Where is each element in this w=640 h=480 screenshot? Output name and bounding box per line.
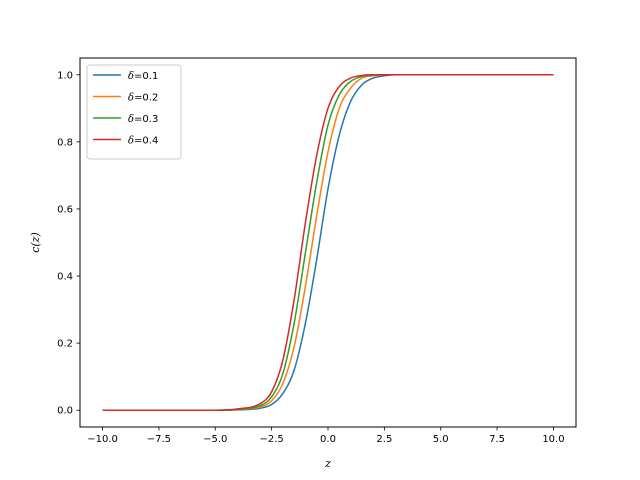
x-tick-label: 7.5 xyxy=(489,434,505,445)
x-tick-label: −5.0 xyxy=(203,434,227,445)
legend-label: δ=0.2 xyxy=(128,93,158,104)
series-lines xyxy=(102,74,554,411)
x-axis-label: z xyxy=(324,457,331,470)
y-tick-label: 1.0 xyxy=(57,70,73,81)
y-tick-label: 0.2 xyxy=(57,339,73,350)
x-tick-label: −2.5 xyxy=(259,434,283,445)
series-line-4 xyxy=(102,74,554,411)
legend: δ=0.1 δ=0.2 δ=0.3 δ=0.4 xyxy=(86,64,182,160)
x-tick-label: 5.0 xyxy=(433,434,449,445)
x-tick-label: −10.0 xyxy=(87,434,118,445)
x-tick-label: −7.5 xyxy=(147,434,171,445)
legend-label: δ=0.1 xyxy=(128,71,158,82)
y-axis-label: c(z) xyxy=(29,232,42,253)
y-tick-label: 0.6 xyxy=(57,204,73,215)
legend-label: δ=0.3 xyxy=(128,114,158,125)
x-tick-label: 0.0 xyxy=(320,434,336,445)
y-tick-label: 0.4 xyxy=(57,272,73,283)
y-tick-label: 0.0 xyxy=(57,406,73,417)
legend-box xyxy=(86,64,182,160)
axis-ticks: −10.0 −7.5 −5.0 −2.5 0.0 2.5 5.0 7.5 10.0 0.0 0.2 0… xyxy=(57,70,564,445)
y-tick-label: 0.8 xyxy=(57,137,73,148)
x-tick-label: 10.0 xyxy=(542,434,564,445)
x-tick-label: 2.5 xyxy=(376,434,392,445)
legend-label: δ=0.4 xyxy=(128,136,158,147)
